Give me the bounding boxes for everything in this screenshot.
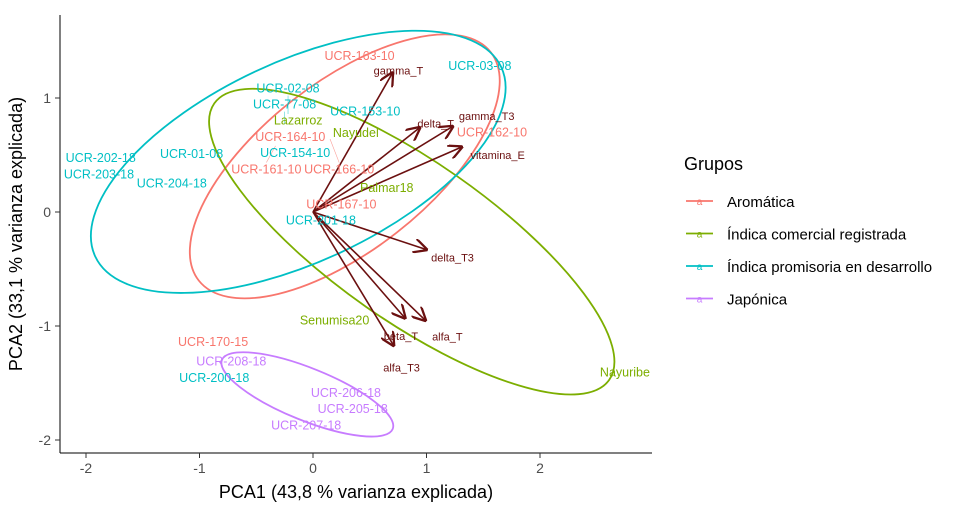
group-ellipse [89, 29, 507, 294]
legend-key-glyph: a [697, 197, 703, 208]
legend-item: a Índica promisoria en desarrollo [686, 259, 932, 276]
point-label: UCR-77-08 [253, 98, 316, 112]
label-leader-line [329, 138, 340, 163]
point-label: UCR-206-18 [311, 386, 381, 400]
point-label: UCR-207-18 [271, 419, 341, 433]
loading-arrow [312, 211, 425, 320]
loading-arrow [312, 211, 427, 250]
point-label: UCR-01-08 [160, 147, 223, 161]
point-label: UCR-161-10 [231, 162, 301, 176]
loading-label: delta_T3 [431, 253, 474, 265]
x-axis-title: PCA1 (43,8 % varianza explicada) [219, 482, 493, 502]
legend-key-glyph: a [697, 262, 703, 273]
loading-arrow [312, 128, 420, 213]
point-label: UCR-164-10 [255, 130, 325, 144]
point-label: UCR-03-08 [448, 59, 511, 73]
legend-label: Índica comercial registrada [727, 227, 907, 244]
point-label: UCR-203-18 [64, 168, 134, 182]
loading-arrow [312, 147, 462, 213]
point-label: UCR-154-10 [260, 146, 330, 160]
legend-key-glyph: a [697, 230, 703, 241]
legend-item: a Índica comercial registrada [686, 227, 907, 244]
loading-label: gamma_T3 [459, 111, 515, 123]
point-label: Nayuribe [600, 366, 650, 380]
legend-label: Japónica [727, 292, 788, 309]
y-tick-label: 1 [43, 90, 51, 106]
point-label: UCR-02-08 [256, 82, 319, 96]
loadings-layer: gamma_Tdelta_Tgamma_T3vitamina_Edelta_T3… [312, 66, 525, 374]
legend: Grupos a Aromática a Índica comercial regis… [684, 154, 932, 309]
loading-label: alfa_T [432, 331, 463, 343]
legend-key-glyph: a [697, 295, 703, 306]
loading-arrow [312, 211, 394, 345]
ellipses-layer [89, 29, 616, 438]
loading-label: vitamina_E [470, 150, 524, 162]
point-label: UCR-166-10 [304, 163, 374, 177]
point-label: UCR-153-10 [330, 105, 400, 119]
loading-label: alfa_T3 [383, 362, 420, 374]
label-leader-line [266, 145, 276, 163]
group-ellipse [220, 351, 395, 438]
loading-arrow [312, 127, 453, 213]
axes: -2 -1 0 1 2 -2 -1 0 1 [39, 15, 652, 476]
legend-item: a Japónica [686, 292, 788, 309]
x-tick-label: 2 [536, 460, 544, 476]
point-label: UCR-204-18 [137, 177, 207, 191]
point-label: UCR-167-10 [306, 198, 376, 212]
legend-label: Aromática [727, 194, 795, 211]
point-label: UCR-200-18 [179, 371, 249, 385]
point-label: UCR-208-18 [196, 355, 266, 369]
x-tick-label: -1 [193, 460, 206, 476]
legend-label: Índica promisoria en desarrollo [727, 259, 932, 276]
points-layer: UCR-163-10 UCR-162-10 UCR-161-10 UCR-164-10… [64, 49, 650, 433]
point-label: Nayudel [333, 126, 379, 140]
point-label: UCR-201-18 [286, 214, 356, 228]
y-tick-label: 0 [43, 204, 51, 220]
y-tick-label: -1 [39, 318, 52, 334]
loading-arrow [312, 73, 392, 213]
legend-title: Grupos [684, 154, 743, 174]
x-tick-label: -2 [80, 460, 93, 476]
point-label: Palmar18 [360, 181, 414, 195]
loading-arrow [312, 211, 405, 318]
point-label: UCR-162-10 [457, 125, 527, 139]
label-leader-lines [266, 95, 340, 163]
x-tick-label: 0 [309, 460, 317, 476]
point-label: UCR-170-15 [178, 335, 248, 349]
legend-item: a Aromática [686, 194, 795, 211]
point-label: UCR-163-10 [324, 49, 394, 63]
loading-label: gamma_T [374, 66, 424, 78]
x-tick-label: 1 [423, 460, 431, 476]
y-axis-title: PCA2 (33,1 % varianza explicada) [6, 97, 26, 371]
group-ellipse [208, 87, 616, 396]
point-label: UCR-205-18 [318, 402, 388, 416]
point-label: Lazarroz [274, 114, 323, 128]
point-label: Senumisa20 [300, 313, 370, 327]
point-label: UCR-202-18 [66, 151, 136, 165]
y-tick-label: -2 [39, 432, 52, 448]
